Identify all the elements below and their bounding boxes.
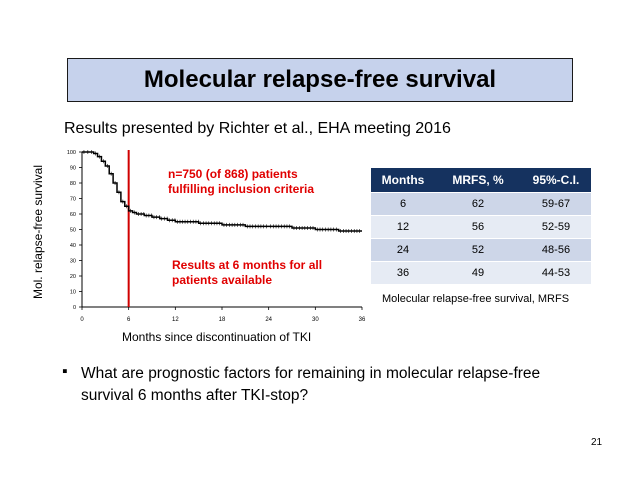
annotation-inclusion: n=750 (of 868) patients fulfilling inclu… xyxy=(168,167,315,196)
table-cell: 52 xyxy=(435,238,521,262)
y-tick-label: 90 xyxy=(70,166,76,172)
table-cell: 12 xyxy=(371,215,435,239)
slide-title: Molecular relapse-free survival xyxy=(143,66,497,93)
chart-ticks: 0 10 20 30 40 50 60 70 80 90 100 0 6 12 18 24 30 36 xyxy=(67,150,366,323)
column-header-months: Months xyxy=(371,168,435,193)
x-tick-label: 24 xyxy=(265,317,272,323)
page-number: 21 xyxy=(591,437,603,448)
slide-title-box: Molecular relapse-free survival xyxy=(67,58,573,102)
table-cell: 56 xyxy=(435,215,521,239)
x-tick-label: 18 xyxy=(219,317,226,323)
table-row: 24 52 48-56 xyxy=(371,238,591,262)
table-cell: 49 xyxy=(435,261,521,284)
table-caption: Molecular relapse-free survival, MRFS xyxy=(382,293,570,305)
column-header-mrfs: MRFS, % xyxy=(435,168,521,193)
table-cell: 52-59 xyxy=(521,215,591,239)
y-tick-label: 100 xyxy=(67,150,76,156)
x-tick-label: 0 xyxy=(80,317,84,323)
x-tick-label: 6 xyxy=(127,317,131,323)
x-tick-label: 12 xyxy=(172,317,179,323)
table-cell: 48-56 xyxy=(521,238,591,262)
y-tick-label: 40 xyxy=(70,243,76,249)
bullet-marker-icon: ▪ xyxy=(62,363,68,380)
mrfs-table: Months MRFS, % 95%-C.I. 6 62 59-67 12 56… xyxy=(371,168,591,284)
table-row: 12 56 52-59 xyxy=(371,215,591,239)
y-tick-label: 80 xyxy=(70,181,76,187)
y-tick-label: 70 xyxy=(70,197,76,203)
slide-subtitle: Results presented by Richter et al., EHA… xyxy=(64,120,451,137)
table-cell: 44-53 xyxy=(521,261,591,284)
survival-curve xyxy=(82,151,362,232)
table-header-row: Months MRFS, % 95%-C.I. xyxy=(371,168,591,193)
y-tick-label: 30 xyxy=(70,259,76,265)
y-tick-label: 10 xyxy=(70,290,76,296)
y-tick-label: 0 xyxy=(73,305,76,311)
x-tick-label: 36 xyxy=(359,317,366,323)
annotation-results: Results at 6 months for all patients ava… xyxy=(172,258,323,287)
x-tick-label: 30 xyxy=(312,317,319,323)
table-cell: 62 xyxy=(435,192,521,216)
y-tick-label: 60 xyxy=(70,212,76,218)
table-row: 6 62 59-67 xyxy=(371,192,591,216)
table-cell: 59-67 xyxy=(521,192,591,216)
bullet-text: What are prognostic factors for remainin… xyxy=(81,365,541,404)
column-header-ci: 95%-C.I. xyxy=(521,168,591,193)
y-tick-label: 20 xyxy=(70,274,76,280)
table-cell: 24 xyxy=(371,238,435,262)
x-axis-label: Months since discontinuation of TKI xyxy=(122,330,312,344)
table-cell: 36 xyxy=(371,261,435,284)
y-tick-label: 50 xyxy=(70,228,76,234)
table-row: 36 49 44-53 xyxy=(371,261,591,284)
table-cell: 6 xyxy=(371,192,435,216)
